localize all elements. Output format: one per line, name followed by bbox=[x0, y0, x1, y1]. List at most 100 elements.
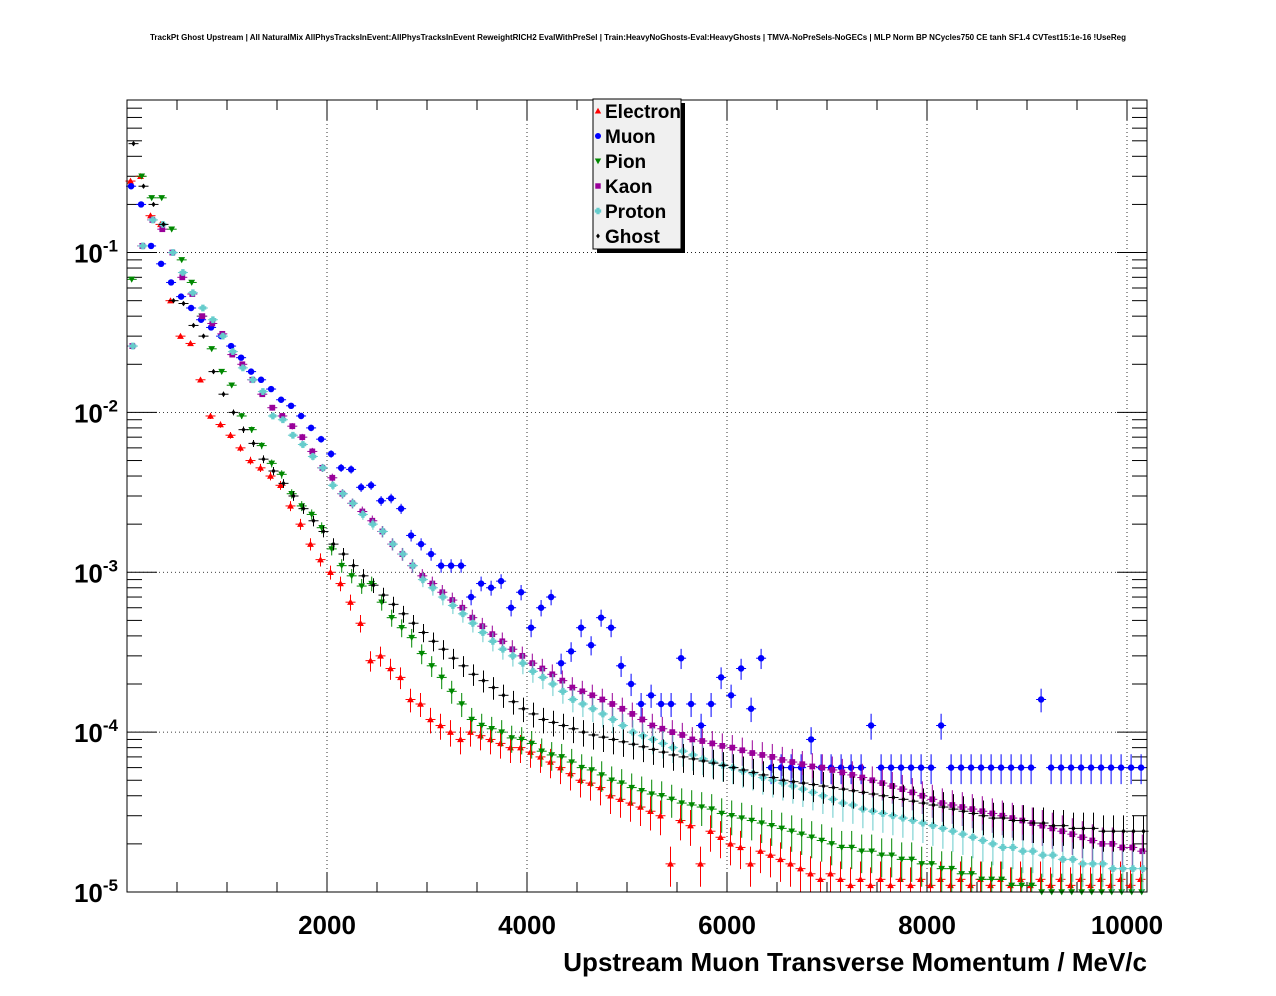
data-point bbox=[329, 481, 337, 489]
data-point bbox=[1079, 860, 1087, 868]
data-point bbox=[221, 391, 226, 397]
data-point bbox=[249, 376, 257, 384]
data-point bbox=[299, 434, 306, 441]
data-point bbox=[458, 701, 466, 708]
data-point bbox=[449, 597, 456, 603]
data-point bbox=[989, 810, 996, 817]
data-point bbox=[1069, 855, 1077, 863]
data-point bbox=[381, 592, 386, 598]
data-point bbox=[241, 426, 246, 433]
data-point bbox=[1137, 764, 1145, 771]
legend: Electron Muon Pion Kaon Proton Ghost bbox=[592, 98, 685, 253]
data-point bbox=[748, 817, 756, 824]
data-point bbox=[529, 667, 537, 675]
data-point bbox=[559, 687, 567, 695]
series-electron bbox=[125, 172, 1146, 892]
data-point bbox=[717, 674, 725, 681]
data-point bbox=[297, 412, 305, 420]
data-point bbox=[357, 619, 364, 626]
data-point bbox=[371, 582, 376, 588]
data-point bbox=[127, 177, 134, 184]
data-point bbox=[409, 562, 417, 570]
data-point bbox=[1139, 865, 1147, 873]
legend-marker bbox=[594, 107, 602, 114]
data-point bbox=[357, 484, 365, 491]
data-point bbox=[587, 641, 595, 649]
data-point bbox=[327, 568, 334, 575]
data-point bbox=[131, 140, 136, 147]
data-point bbox=[751, 769, 756, 776]
data-point bbox=[229, 348, 237, 356]
data-point bbox=[681, 754, 686, 760]
data-point bbox=[907, 881, 914, 889]
data-point bbox=[419, 576, 427, 583]
data-point bbox=[331, 541, 336, 547]
data-point bbox=[1079, 834, 1086, 841]
data-point bbox=[707, 827, 714, 834]
data-point bbox=[999, 844, 1007, 851]
data-point bbox=[909, 817, 917, 824]
data-point bbox=[998, 876, 1006, 883]
data-point bbox=[1131, 828, 1136, 834]
data-point bbox=[438, 674, 446, 681]
data-point bbox=[269, 412, 277, 420]
data-point bbox=[969, 806, 976, 812]
data-point bbox=[508, 735, 516, 742]
data-point bbox=[678, 800, 686, 807]
data-point bbox=[849, 772, 856, 778]
data-point bbox=[509, 646, 516, 653]
data-point bbox=[809, 788, 817, 796]
data-point bbox=[831, 784, 836, 791]
data-point bbox=[407, 532, 415, 539]
data-point bbox=[759, 752, 766, 758]
series-ghost bbox=[128, 140, 1149, 852]
data-point bbox=[568, 759, 576, 766]
data-point bbox=[737, 844, 744, 851]
data-point bbox=[1029, 847, 1037, 855]
x-tick-label: 10000 bbox=[1091, 910, 1163, 940]
data-point bbox=[671, 752, 676, 758]
data-point bbox=[609, 716, 617, 723]
data-point bbox=[1117, 764, 1125, 771]
data-point bbox=[1009, 815, 1016, 821]
legend-label: Electron bbox=[605, 102, 681, 123]
data-point bbox=[919, 792, 926, 799]
data-point bbox=[601, 734, 606, 740]
data-point bbox=[207, 412, 214, 419]
data-point bbox=[868, 848, 876, 855]
data-point bbox=[869, 777, 876, 784]
data-point bbox=[437, 562, 445, 569]
data-point bbox=[799, 761, 806, 768]
data-points bbox=[125, 140, 1149, 896]
data-point bbox=[738, 815, 746, 822]
data-point bbox=[639, 732, 647, 740]
data-point bbox=[1059, 828, 1066, 835]
data-point bbox=[407, 696, 414, 703]
data-point bbox=[829, 795, 837, 803]
data-point bbox=[968, 871, 976, 878]
data-point bbox=[341, 551, 346, 557]
data-point bbox=[1107, 764, 1115, 771]
data-point bbox=[468, 716, 476, 723]
data-point bbox=[819, 764, 826, 771]
data-point bbox=[261, 456, 266, 462]
data-point bbox=[981, 813, 986, 819]
data-point bbox=[187, 340, 194, 347]
data-point bbox=[179, 269, 187, 276]
data-point bbox=[887, 881, 894, 889]
data-point bbox=[467, 593, 475, 601]
data-point bbox=[967, 764, 975, 771]
data-point bbox=[429, 584, 437, 592]
data-point bbox=[629, 728, 637, 736]
data-point bbox=[938, 865, 946, 873]
data-point bbox=[1087, 764, 1095, 771]
data-point bbox=[817, 875, 824, 883]
data-point bbox=[867, 881, 874, 889]
data-point bbox=[661, 749, 666, 755]
data-point bbox=[147, 242, 155, 250]
data-point bbox=[629, 711, 636, 717]
data-point bbox=[991, 815, 996, 821]
data-point bbox=[499, 645, 507, 653]
data-point bbox=[471, 671, 476, 678]
